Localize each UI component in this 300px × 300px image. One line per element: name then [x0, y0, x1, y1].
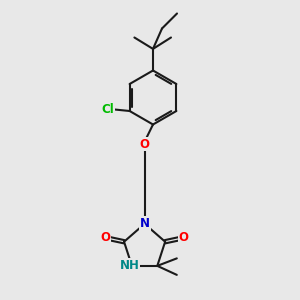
Text: O: O [140, 137, 150, 151]
Text: O: O [179, 231, 189, 244]
Text: N: N [140, 217, 150, 230]
Text: NH: NH [120, 260, 140, 272]
Text: O: O [100, 231, 110, 244]
Text: Cl: Cl [102, 103, 114, 116]
